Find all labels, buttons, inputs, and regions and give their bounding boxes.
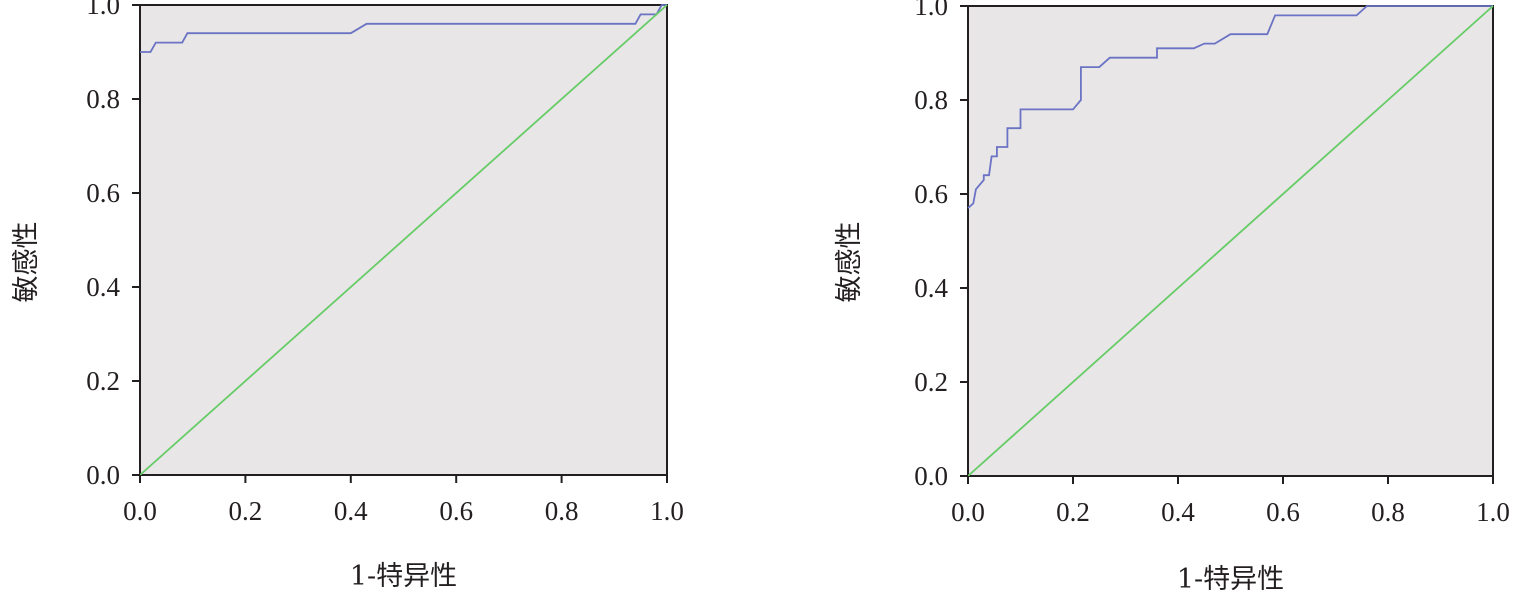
x-tick-label-right-4: 0.8 <box>1371 497 1405 527</box>
y-tick-label-left-5: 1.0 <box>86 0 120 20</box>
x-tick-label-right-3: 0.6 <box>1266 497 1300 527</box>
x-tick-label-left-2: 0.4 <box>334 496 368 526</box>
roc-chart-left: 0.0 0.2 0.4 0.6 0.8 1.0 0.0 0.2 0.4 0.6 0.8 1.0 1-特异… <box>0 0 758 600</box>
x-tick-label-right-2: 0.4 <box>1161 497 1195 527</box>
x-tick-label-left-4: 0.8 <box>545 496 579 526</box>
x-axis-title-right: 1-特异性 <box>1177 564 1284 595</box>
x-tick-label-right-1: 0.2 <box>1056 497 1090 527</box>
y-tick-label-left-0: 0.0 <box>86 460 120 490</box>
y-axis-title-right: 敏感性 <box>834 222 865 303</box>
reference-line-right <box>967 5 1494 477</box>
x-axis-title-left: 1-特异性 <box>350 561 457 592</box>
x-tick-label-left-1: 0.2 <box>229 496 263 526</box>
y-tick-label-right-2: 0.4 <box>914 273 948 303</box>
y-tick-label-left-2: 0.4 <box>86 272 120 302</box>
y-tick-label-right-0: 0.0 <box>914 461 948 491</box>
x-tick-label-left-0: 0.0 <box>123 496 157 526</box>
y-tick-label-left-1: 0.2 <box>86 366 120 396</box>
y-tick-label-right-4: 0.8 <box>914 85 948 115</box>
y-tick-label-left-4: 0.8 <box>86 84 120 114</box>
roc-chart-right-svg: 0.0 0.2 0.4 0.6 0.8 1.0 0.0 0.2 0.4 0.6 0.8 1.0 1-特异… <box>834 0 1510 595</box>
roc-chart-left-svg: 0.0 0.2 0.4 0.6 0.8 1.0 0.0 0.2 0.4 0.6 0.8 1.0 1-特异… <box>11 0 684 592</box>
y-tick-label-right-3: 0.6 <box>914 179 948 209</box>
x-tick-label-left-3: 0.6 <box>439 496 473 526</box>
y-axis-title-left: 敏感性 <box>11 222 42 303</box>
x-tick-label-right-5: 1.0 <box>1476 497 1510 527</box>
roc-curve-right <box>967 5 1493 209</box>
roc-chart-right: 0.0 0.2 0.4 0.6 0.8 1.0 0.0 0.2 0.4 0.6 0.8 1.0 1-特异… <box>758 0 1516 600</box>
x-tick-label-right-0: 0.0 <box>951 497 985 527</box>
y-tick-label-left-3: 0.6 <box>86 178 120 208</box>
y-tick-label-right-1: 0.2 <box>914 367 948 397</box>
y-tick-label-right-5: 1.0 <box>914 0 948 21</box>
reference-line-left <box>139 4 668 476</box>
x-tick-label-left-5: 1.0 <box>650 496 684 526</box>
